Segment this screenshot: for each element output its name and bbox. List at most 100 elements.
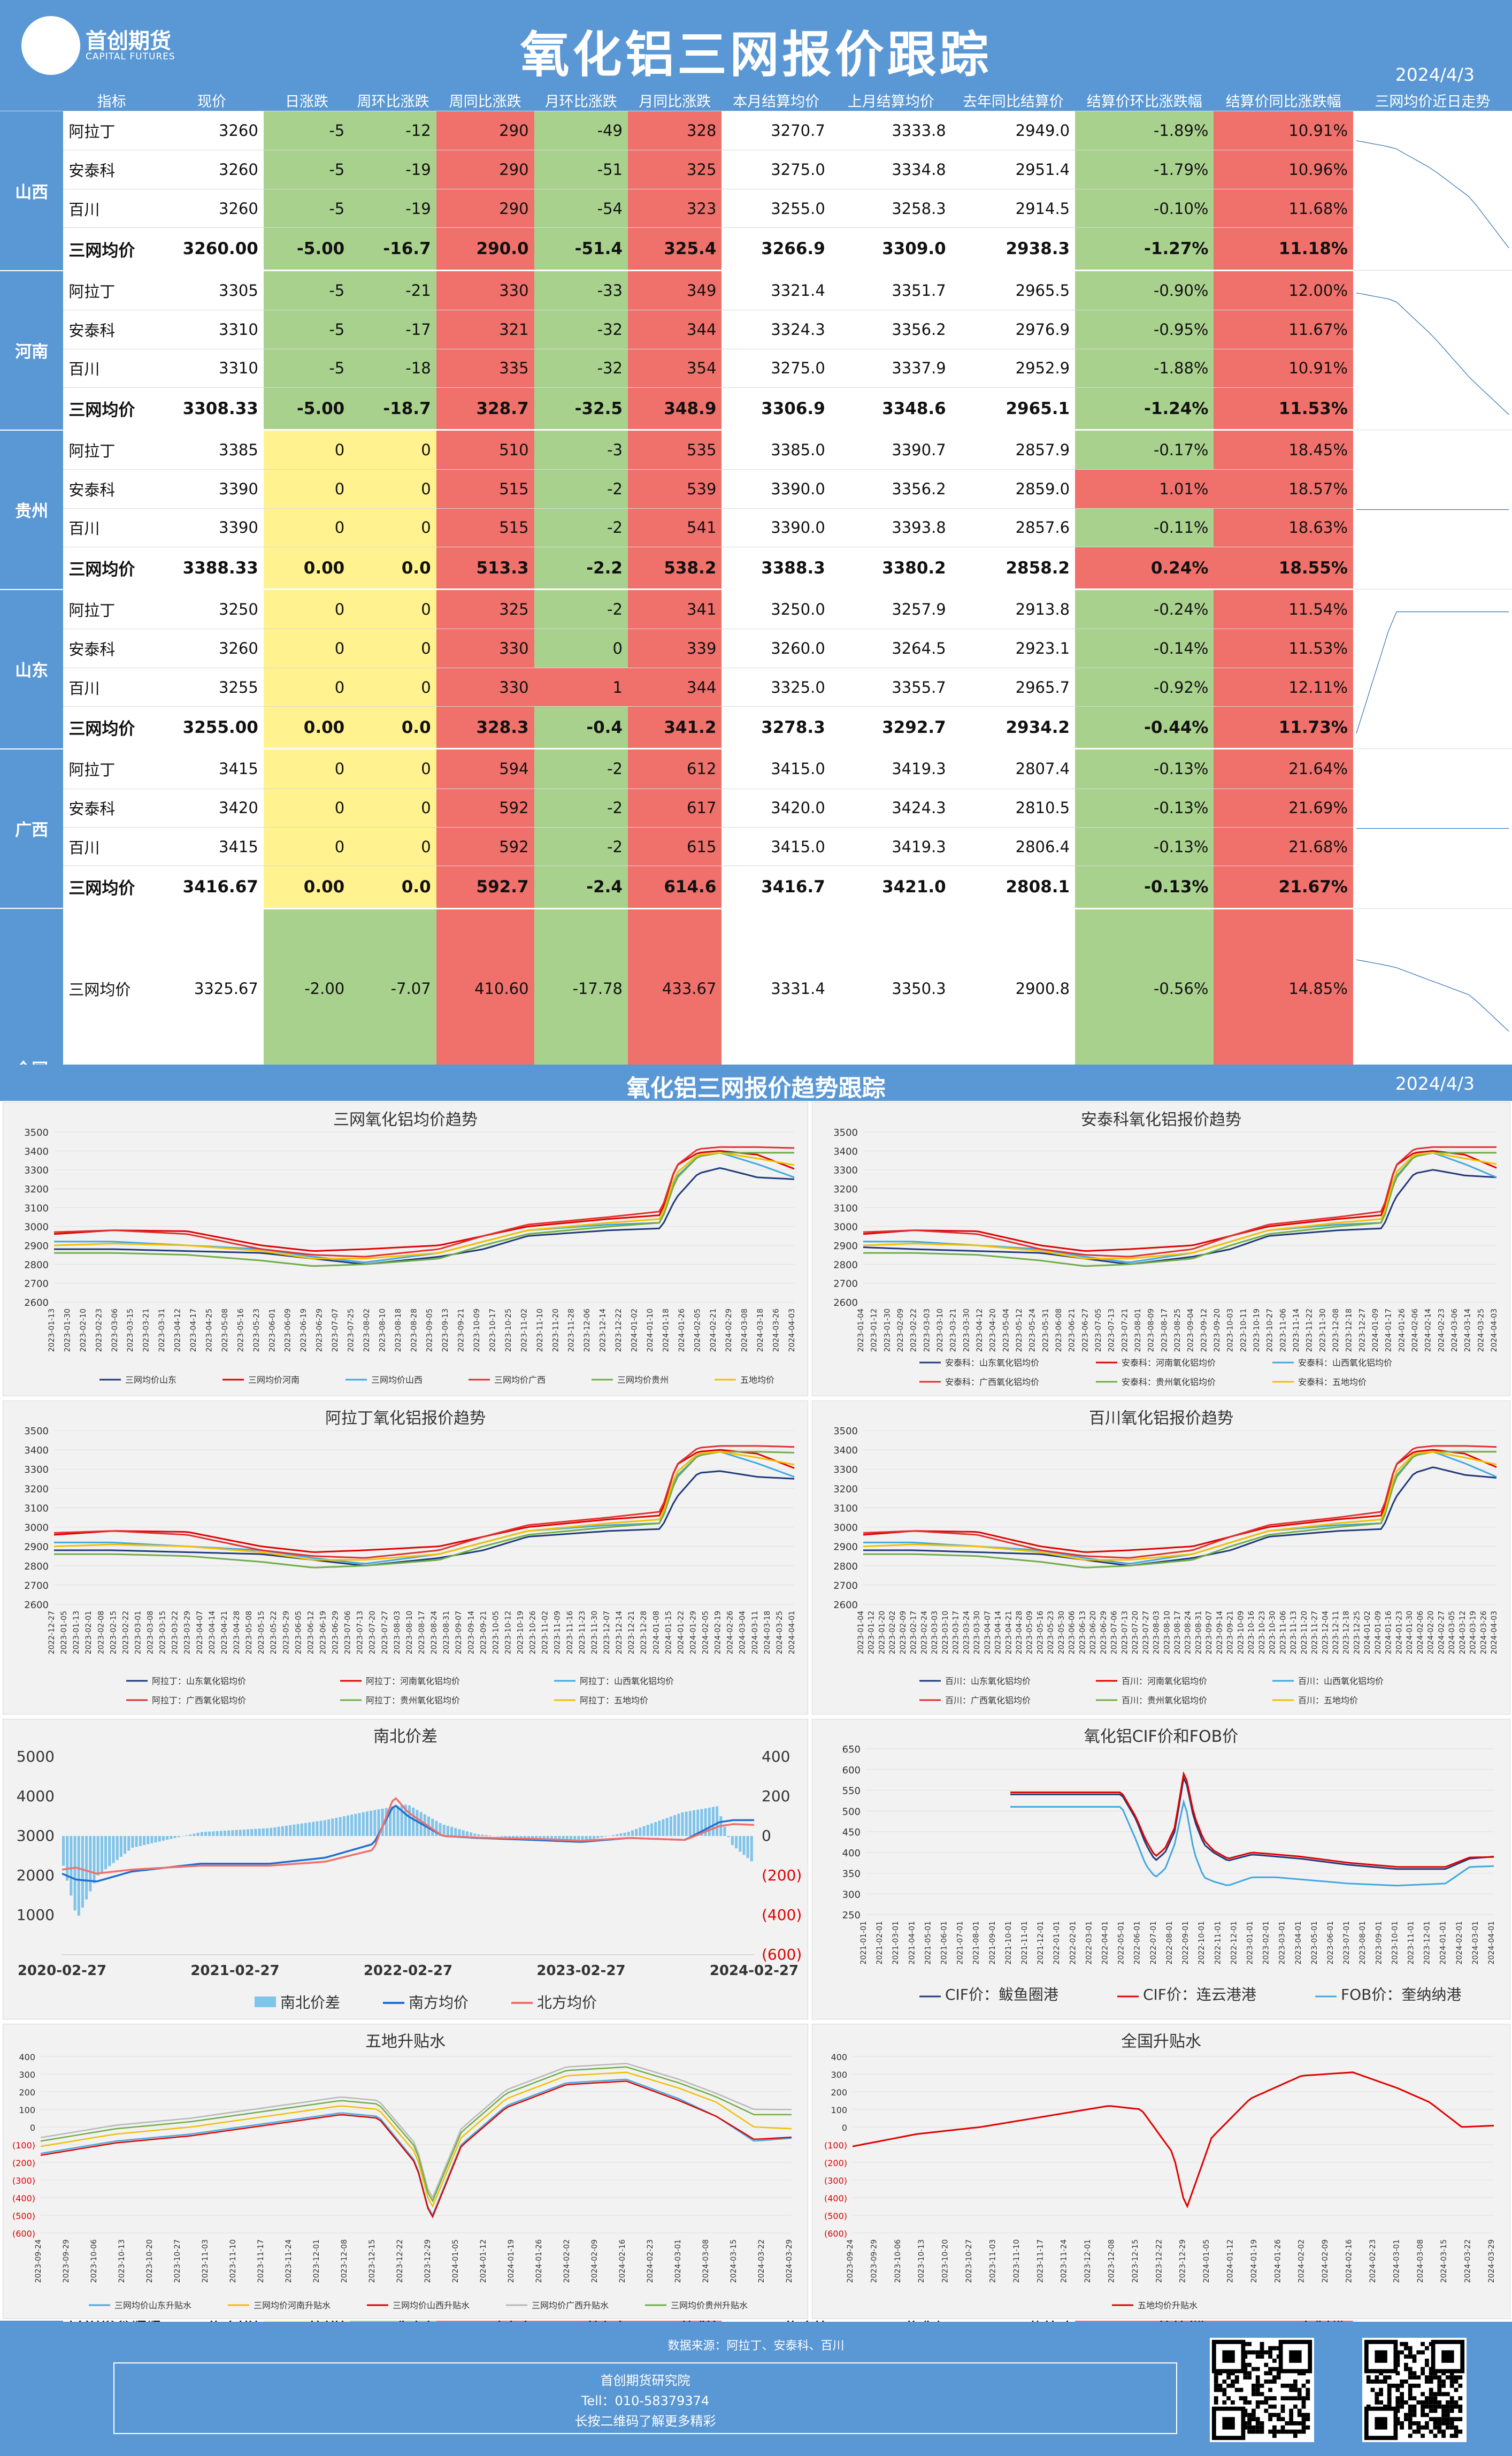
table-cell: 3388.3 (722, 547, 831, 591)
y-tick-label: 2600 (833, 1297, 858, 1309)
spread-bar (700, 1809, 703, 1836)
x-tick-label: 2023-03-29 (183, 1611, 192, 1654)
table-cell: 11.73% (1214, 706, 1353, 750)
x-tick-label: 2023-03-30 (962, 1309, 971, 1352)
qr-cell (1387, 2392, 1392, 2397)
qr-cell (1268, 2429, 1272, 2434)
spread-bar (242, 1829, 245, 1836)
table-cell: 3321.4 (722, 270, 831, 311)
y-tick-label: 4000 (17, 1787, 55, 1805)
qr-cell (1280, 2396, 1285, 2400)
x-tick-label: 2023-03-10 (936, 1309, 945, 1352)
legend-label: 南方均价 (409, 1994, 469, 2011)
spread-bar (600, 1836, 603, 1838)
x-tick-label: 2023-10-19 (1253, 1309, 1261, 1352)
series-line (62, 1797, 755, 1875)
qr-cell (1412, 2359, 1417, 2363)
table-cell: 3415 (160, 827, 264, 867)
qr-code-icon[interactable] (1210, 2338, 1314, 2442)
legend-label: 安泰科：山东氧化铝均价 (945, 1358, 1039, 1368)
series-line (54, 1152, 794, 1267)
x-tick-label: 2023-07-27 (381, 1611, 389, 1654)
qr-cell (1408, 2421, 1413, 2426)
table-header-row: 指标 现价 日涨跌 周环比涨跌 周同比涨跌 月环比涨跌 月同比涨跌 本月结算均价 上月结算均价去… (0, 90, 1512, 111)
spread-bar (504, 1836, 507, 1838)
table-cell: -32.5 (534, 387, 628, 431)
table-cell: 3257.9 (830, 589, 951, 630)
spread-bar (93, 1836, 96, 1884)
spread-bar (327, 1819, 331, 1836)
series-line (54, 1451, 795, 1569)
chart-panel-aladdin: 阿拉丁氧化铝报价趋势 2600 2700 2800 2900 3000 3100 3200 33… (3, 1401, 808, 1715)
table-cell: 539 (628, 469, 722, 509)
y-tick-label: 3500 (833, 1127, 858, 1138)
sparkline-cell (1353, 748, 1512, 909)
qr-cell (1458, 2417, 1463, 2421)
spread-bar (385, 1808, 388, 1836)
qr-cell (1400, 2396, 1404, 2400)
footer: 数据来源：阿拉丁、安泰科、百川 首创期货研究院 Tell：010-5837937… (0, 2322, 1512, 2456)
legend-label: 三网均价山西 (371, 1375, 423, 1385)
table-row: 安泰科 3260 -5 -19 290 -51 325 3275.0 3334.8 2951.4-… (0, 150, 1512, 189)
column-header: 周同比涨跌 (436, 90, 534, 111)
x-tick-label: 2023-11-09 (554, 1611, 562, 1654)
y-tick-label: 2900 (24, 1542, 49, 1553)
spread-bar (639, 1827, 642, 1836)
qr-cell (1429, 2392, 1433, 2397)
table-cell: -0.13% (1075, 789, 1214, 828)
spread-bar (235, 1830, 238, 1836)
y-tick-label: 1000 (17, 1906, 55, 1924)
spread-bar (523, 1836, 526, 1840)
x-tick-label: 2023-03-15 (159, 1611, 167, 1654)
x-tick-label: 2023-06-08 (1055, 1309, 1063, 1352)
y-tick-label: 2000 (17, 1866, 55, 1884)
qr-cell (1416, 2429, 1421, 2434)
qr-code-icon[interactable] (1362, 2338, 1467, 2442)
qr-cell (1454, 2425, 1459, 2430)
qr-cell (1421, 2342, 1425, 2346)
x-tick-label: 2023-08-17 (418, 1611, 426, 1654)
qr-cell (1293, 2434, 1298, 2438)
qr-cell (1433, 2434, 1438, 2438)
x-tick-label: 2023-12-08 (1332, 1309, 1340, 1352)
qr-cell (1276, 2429, 1281, 2434)
x-tick-label: 2023-04-14 (994, 1611, 1003, 1654)
x-tick-label: 2023-08-01 (1134, 1309, 1142, 1352)
qr-cell (1293, 2380, 1298, 2384)
legend-label: 三网均价贵州升贴水 (671, 2300, 748, 2310)
table-cell: 0 (263, 469, 350, 509)
qr-cell (1383, 2404, 1387, 2409)
spread-bar (181, 1836, 184, 1837)
qr-cell (1252, 2350, 1256, 2355)
x-tick-label: 2023-05-23 (1047, 1611, 1055, 1654)
spread-bar (266, 1828, 269, 1836)
table-cell: 3324.3 (722, 310, 831, 349)
table-cell: 510 (436, 430, 534, 470)
table-cell: -2 (534, 508, 628, 548)
x-tick-label: 2023-11-10 (536, 1309, 544, 1352)
qr-cell (1395, 2404, 1400, 2409)
x-tick-label: 2024-02-23 (646, 2239, 655, 2283)
qr-cell (1214, 2400, 1218, 2405)
table-cell: 3325.0 (722, 668, 831, 707)
spread-bar (696, 1809, 700, 1836)
table-cell: 3275.0 (722, 150, 831, 189)
x-tick-label: 2023-11-03 (201, 2239, 210, 2283)
spread-bar (508, 1836, 511, 1838)
qr-cell (1449, 2434, 1454, 2438)
table-cell: 3337.9 (830, 349, 951, 388)
spread-bar (227, 1830, 231, 1836)
x-tick-label: 2023-10-20 (941, 2239, 950, 2283)
qr-cell (1260, 2421, 1264, 2426)
table-cell: 0 (263, 668, 350, 707)
qr-cell (1408, 2408, 1413, 2413)
qr-cell (1243, 2396, 1248, 2400)
x-tick-label: 2023-07-20 (369, 1611, 377, 1654)
table-cell: 0.00 (263, 706, 350, 750)
qr-cell (1301, 2400, 1306, 2405)
qr-cell (1370, 2388, 1375, 2392)
x-tick-label: 2024-01-19 (507, 2239, 516, 2283)
qr-cell (1379, 2400, 1383, 2405)
table-cell: 2951.4 (951, 150, 1076, 189)
qr-cell (1425, 2380, 1429, 2384)
